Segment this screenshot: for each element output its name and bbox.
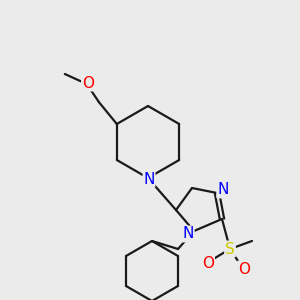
Text: O: O — [238, 262, 250, 277]
Text: O: O — [202, 256, 214, 271]
Text: O: O — [238, 262, 250, 277]
Text: N: N — [182, 226, 194, 242]
Text: N: N — [182, 226, 194, 242]
Text: S: S — [225, 242, 235, 256]
Text: O: O — [202, 256, 214, 271]
Text: N: N — [143, 172, 155, 187]
Text: S: S — [225, 242, 235, 256]
Text: N: N — [217, 182, 229, 197]
Text: N: N — [217, 182, 229, 197]
Text: O: O — [82, 76, 94, 91]
Text: O: O — [82, 76, 94, 91]
